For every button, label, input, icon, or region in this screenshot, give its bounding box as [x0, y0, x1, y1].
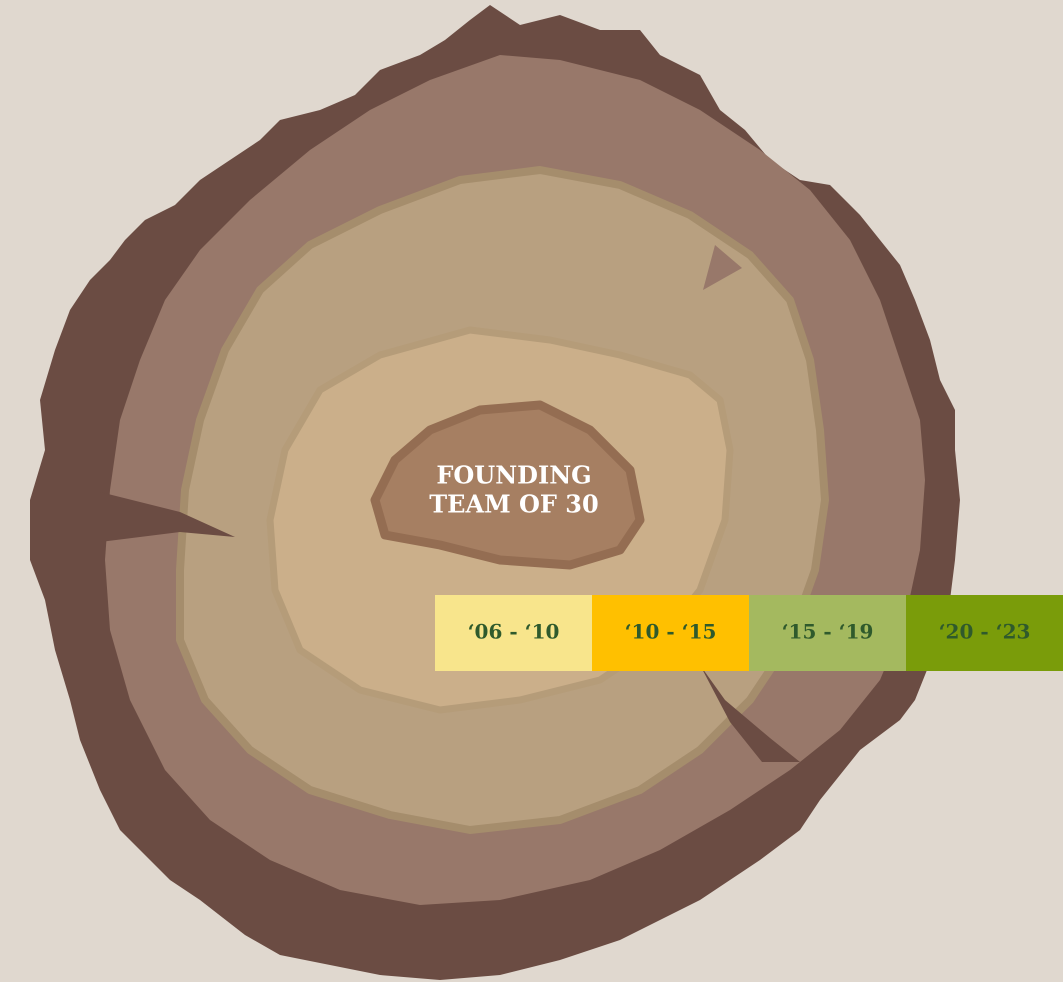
timeline-tab[interactable]: ‘10 - ‘15 — [592, 595, 749, 671]
timeline-tabs: ‘06 - ‘10 ‘10 - ‘15 ‘15 - ‘19 ‘20 - ‘23 — [435, 595, 1063, 671]
center-label: FOUNDING — [436, 461, 591, 490]
center-label: TEAM OF 30 — [429, 490, 598, 519]
timeline-tab[interactable]: ‘15 - ‘19 — [749, 595, 906, 671]
tab-label[interactable]: ‘10 - ‘15 — [625, 620, 717, 644]
tree-ring-illustration: FOUNDING TEAM OF 30 ‘06 - ‘10 ‘10 - ‘15 ‘1… — [0, 0, 1063, 982]
tab-label[interactable]: ‘06 - ‘10 — [468, 620, 560, 644]
tab-label[interactable]: ‘20 - ‘23 — [939, 620, 1031, 644]
timeline-tab[interactable]: ‘06 - ‘10 — [435, 595, 592, 671]
tab-label[interactable]: ‘15 - ‘19 — [782, 620, 874, 644]
timeline-tab[interactable]: ‘20 - ‘23 — [906, 595, 1063, 671]
